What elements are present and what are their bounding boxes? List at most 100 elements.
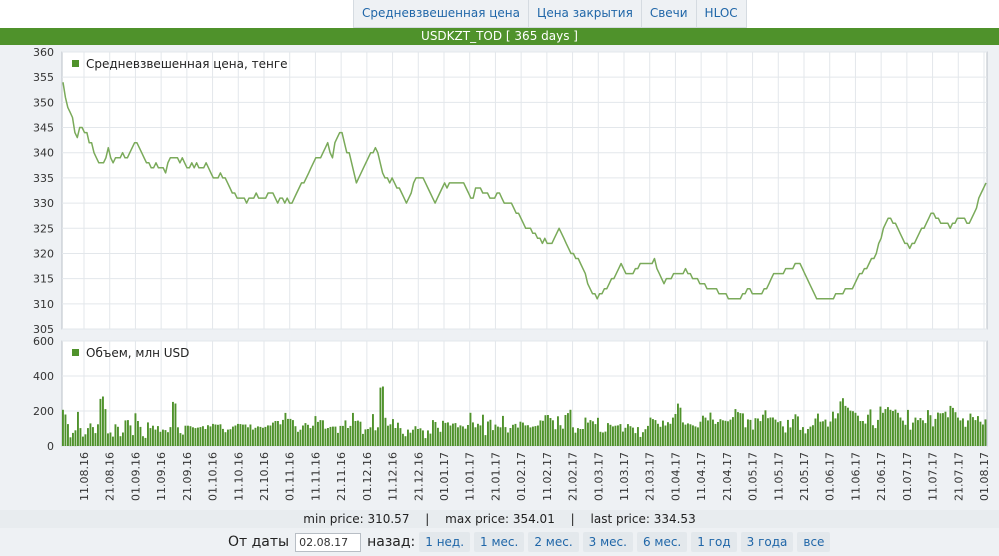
x-tick-label: 21.09.16 <box>181 452 194 501</box>
period-6-months[interactable]: 6 мес. <box>636 532 688 552</box>
volume-bar <box>837 413 839 446</box>
tab-hloc[interactable]: HLOC <box>695 0 747 28</box>
volume-bar <box>797 416 799 446</box>
period-all[interactable]: все <box>797 532 831 552</box>
volume-bar <box>807 429 809 446</box>
volume-bar <box>344 420 347 446</box>
volume-bar <box>299 429 302 446</box>
x-tick-label: 21.04.17 <box>721 452 734 501</box>
volume-bar <box>559 425 562 446</box>
price-stats: min price: 310.57 | max price: 354.01 | … <box>0 510 999 528</box>
tab-weighted-price[interactable]: Средневзвешенная цена <box>353 0 530 28</box>
volume-bar <box>337 432 339 446</box>
volume-bar <box>412 429 414 446</box>
volume-bar <box>419 428 422 446</box>
volume-bar <box>389 424 392 446</box>
volume-bar <box>829 421 832 446</box>
volume-bar <box>922 420 924 446</box>
period-1-month[interactable]: 1 мес. <box>474 532 525 552</box>
volume-bar <box>432 420 434 446</box>
volume-bar <box>802 427 804 446</box>
period-3-years[interactable]: 3 года <box>740 532 794 552</box>
volume-bar <box>272 422 274 446</box>
volume-bar <box>399 428 402 446</box>
volume-bar <box>754 418 757 446</box>
volume-bar <box>867 414 869 446</box>
volume-bar <box>897 412 899 447</box>
volume-bar <box>924 423 927 446</box>
volume-bar <box>844 405 847 446</box>
x-tick-label: 11.09.16 <box>155 452 168 501</box>
volume-bar <box>407 429 409 446</box>
volume-bar <box>117 426 119 447</box>
volume-bar <box>89 423 92 446</box>
from-date-label: От даты <box>228 534 290 550</box>
volume-bar <box>674 414 677 446</box>
price-y-tick-label: 340 <box>33 147 54 160</box>
volume-bar <box>297 431 299 446</box>
tab-close-price[interactable]: Цена закрытия <box>528 0 642 28</box>
x-tick-label: 21.02.17 <box>567 452 580 501</box>
volume-bar <box>537 425 539 446</box>
x-tick-label: 11.03.17 <box>618 452 631 501</box>
from-date-input[interactable] <box>295 532 362 552</box>
volume-bar <box>794 414 797 446</box>
volume-bar <box>814 418 817 446</box>
volume-bar <box>307 424 309 446</box>
period-1-year[interactable]: 1 год <box>691 532 737 552</box>
volume-bar <box>477 423 479 446</box>
price-y-tick-label: 320 <box>33 247 54 260</box>
volume-bar <box>772 417 774 446</box>
volume-bar <box>152 425 154 446</box>
price-y-tick-label: 330 <box>33 197 54 210</box>
volume-bar <box>439 431 442 446</box>
volume-bar <box>869 409 872 446</box>
volume-bar <box>937 412 939 446</box>
volume-bar <box>572 427 574 446</box>
volume-bar <box>582 429 584 446</box>
x-tick-label: 11.01.17 <box>464 452 477 501</box>
period-1-week[interactable]: 1 нед. <box>419 532 471 552</box>
x-tick-label: 01.05.17 <box>747 452 760 501</box>
volume-bar <box>744 427 747 446</box>
volume-bar <box>247 427 249 446</box>
volume-bar <box>467 425 469 446</box>
volume-bar <box>712 419 714 446</box>
period-3-months[interactable]: 3 мес. <box>582 532 633 552</box>
volume-bar <box>237 423 239 446</box>
volume-bar <box>577 428 579 446</box>
tab-candles[interactable]: Свечи <box>640 0 697 28</box>
volume-bar <box>864 423 867 446</box>
volume-bar <box>732 417 734 446</box>
volume-bar <box>317 421 319 446</box>
volume-bar <box>144 437 147 446</box>
volume-bar <box>172 401 174 446</box>
price-y-tick-label: 315 <box>33 273 54 286</box>
volume-bar <box>107 433 109 446</box>
price-y-tick-label: 350 <box>33 96 54 109</box>
volume-bar <box>264 426 267 446</box>
x-tick-label: 01.11.16 <box>284 452 297 501</box>
volume-bar <box>139 426 142 446</box>
price-y-tick-label: 335 <box>33 172 54 185</box>
x-tick-label: 01.12.16 <box>361 452 374 501</box>
volume-bar <box>194 428 197 446</box>
volume-bar <box>287 418 289 446</box>
volume-bar <box>484 435 487 446</box>
volume-bar <box>539 420 542 446</box>
volume-bar <box>387 425 389 446</box>
volume-bar <box>699 421 702 446</box>
period-controls: От даты назад: 1 нед. 1 мес. 2 мес. 3 ме… <box>0 528 999 556</box>
volume-bar <box>677 403 679 446</box>
period-2-months[interactable]: 2 мес. <box>528 532 579 552</box>
volume-bar <box>954 412 957 446</box>
volume-bar <box>122 432 124 446</box>
volume-bar <box>174 403 177 446</box>
price-y-tick-label: 360 <box>33 46 54 59</box>
volume-bar <box>319 420 322 446</box>
volume-bar <box>662 420 664 446</box>
volume-bar <box>434 422 437 446</box>
volume-bar <box>164 430 167 446</box>
volume-bar <box>342 425 344 446</box>
volume-bar <box>312 425 314 446</box>
